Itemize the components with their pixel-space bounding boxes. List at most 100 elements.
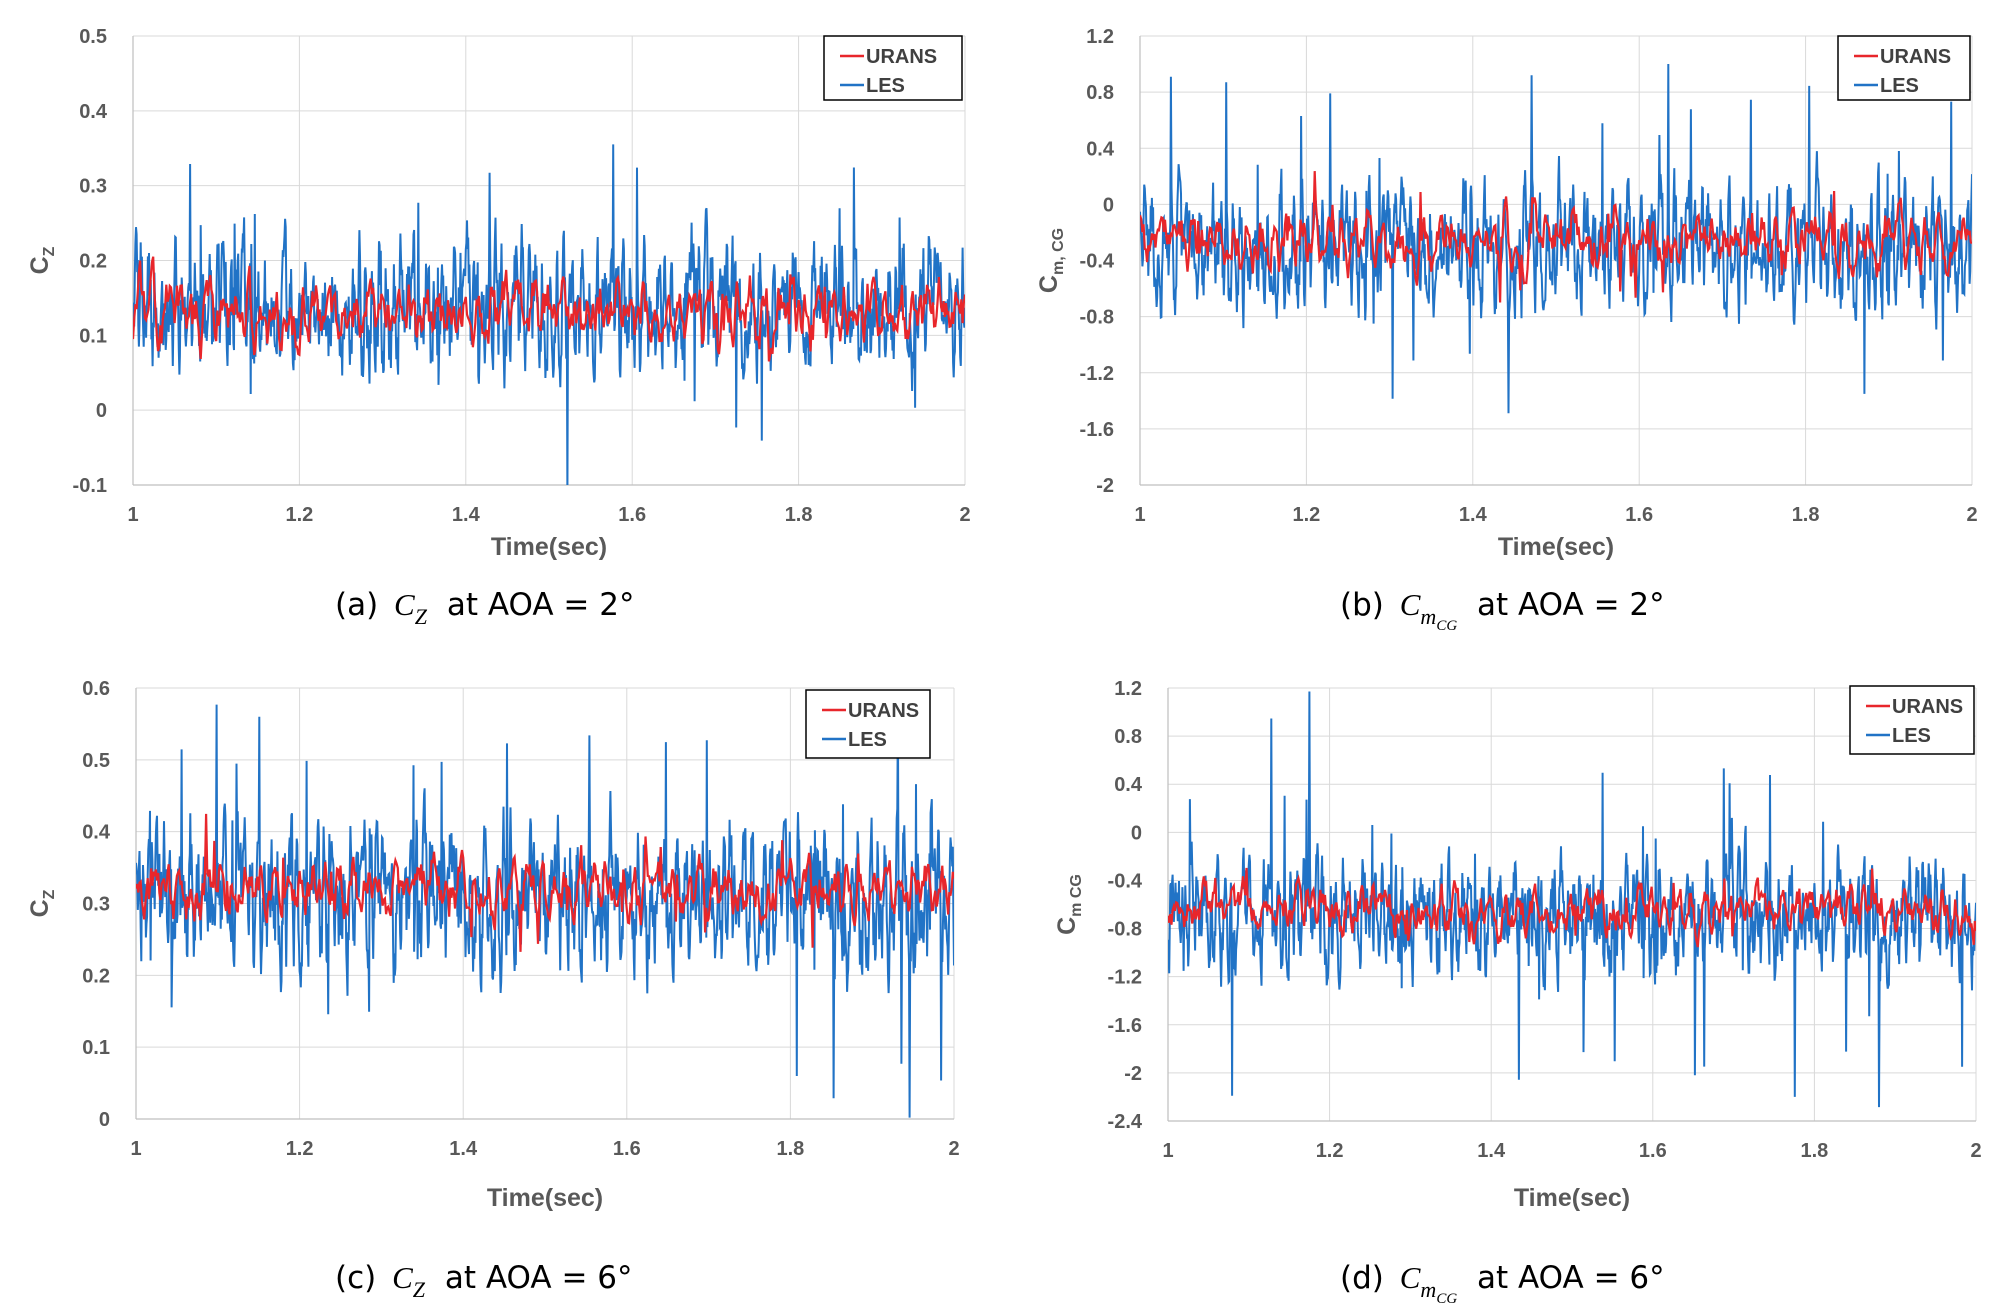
series-line-les — [136, 704, 954, 1118]
y-tick-label: -1.2 — [1108, 967, 1142, 989]
y-axis-label-sub: m, CG — [1050, 228, 1067, 275]
x-tick-label: 1.6 — [1625, 504, 1653, 526]
legend-label-les: LES — [1880, 75, 1919, 97]
y-tick-label: 0.8 — [1086, 82, 1114, 104]
x-tick-label: 1.4 — [1459, 504, 1488, 526]
legend: URANS LES — [805, 689, 931, 759]
x-tick-label: 1.8 — [1792, 504, 1820, 526]
x-tick-label: 1.6 — [613, 1138, 641, 1160]
x-tick-label: 1.2 — [286, 1138, 314, 1160]
x-tick-label: 1.8 — [1800, 1140, 1828, 1162]
x-tick-label: 1.8 — [776, 1138, 804, 1160]
x-tick-label: 1 — [1134, 504, 1145, 526]
caption-prefix: (b) — [1340, 587, 1394, 623]
x-tick-label: 1.4 — [1477, 1140, 1506, 1162]
y-axis-label: Cm CG — [1053, 874, 1085, 935]
y-tick-label: -2 — [1096, 475, 1114, 497]
y-axis-label-main: C — [1053, 917, 1081, 935]
y-tick-label: 0.8 — [1114, 726, 1142, 748]
x-axis-label: Time(sec) — [491, 533, 607, 561]
x-tick-label: 1.8 — [785, 504, 813, 526]
chart-panel-d: -2.4 -2 -1.6 -1.2 -0.8 -0.4 0 0.4 0.8 1.2 1 1.2 1.4 1… — [1053, 678, 1982, 1307]
y-axis-label-sub: Z — [41, 246, 58, 256]
caption-subscript: Z — [413, 1277, 426, 1302]
chart-panel-b: -2 -1.6 -1.2 -0.8 -0.4 0 0.4 0.8 1.2 1 1.2 1.4 1.6 1.… — [1035, 26, 1978, 634]
y-tick-label: -0.1 — [73, 475, 107, 497]
caption-subsubscript: CG — [1436, 1291, 1457, 1307]
legend: URANS LES — [1837, 35, 1971, 101]
x-tick-label: 2 — [1966, 504, 1977, 526]
caption-symbol: C — [1400, 1260, 1421, 1295]
legend-label-les: LES — [848, 729, 887, 751]
x-tick-label: 1.2 — [1292, 504, 1320, 526]
x-tick-label: 1.4 — [452, 504, 481, 526]
caption-suffix: at AOA = 2° — [1467, 587, 1665, 623]
caption-subsubscript: CG — [1436, 618, 1457, 634]
x-tick-label: 2 — [959, 504, 970, 526]
y-tick-label: 0 — [1131, 822, 1142, 844]
series-line-urans — [133, 256, 965, 362]
y-tick-label: 0.2 — [82, 965, 110, 987]
y-axis-label: Cm, CG — [1035, 228, 1067, 293]
y-tick-label: 0.1 — [79, 325, 107, 347]
gridlines — [1139, 35, 1973, 486]
legend: URANS LES — [1849, 685, 1975, 755]
y-axis-label-sub: m CG — [1068, 874, 1085, 917]
y-tick-label: 0.3 — [79, 176, 107, 198]
y-tick-label: -1.2 — [1080, 363, 1114, 385]
x-tick-label: 1 — [130, 1138, 141, 1160]
caption-symbol: C — [392, 1260, 413, 1295]
caption-subscript: Z — [415, 604, 428, 629]
y-tick-label: -0.4 — [1108, 870, 1143, 892]
legend-label-urans: URANS — [1880, 46, 1951, 68]
y-tick-label: 0 — [99, 1109, 110, 1131]
y-tick-label: -2 — [1124, 1063, 1142, 1085]
x-tick-label: 2 — [948, 1138, 959, 1160]
y-tick-label: -0.4 — [1080, 251, 1115, 273]
legend-label-les: LES — [866, 75, 905, 97]
legend-box — [805, 689, 931, 759]
y-tick-label: -0.8 — [1080, 307, 1114, 329]
caption: (c) CZ at AOA = 6° — [335, 1260, 633, 1302]
caption-symbol: C — [1400, 587, 1421, 622]
y-tick-label: 0.1 — [82, 1037, 110, 1059]
caption-subscript: m — [1420, 604, 1436, 629]
y-tick-label: 0 — [1103, 194, 1114, 216]
legend-box — [823, 35, 963, 101]
y-tick-label: 0.4 — [82, 822, 111, 844]
caption-suffix: at AOA = 6° — [435, 1260, 633, 1296]
caption-suffix: at AOA = 2° — [437, 587, 635, 623]
y-axis-label-main: C — [1035, 275, 1063, 293]
legend-label-les: LES — [1892, 725, 1931, 747]
series-line-urans — [1140, 171, 1972, 303]
y-tick-label: 1.2 — [1114, 678, 1142, 700]
x-tick-label: 1.2 — [1316, 1140, 1344, 1162]
x-axis-label: Time(sec) — [487, 1184, 603, 1212]
caption: (b) CmCG at AOA = 2° — [1340, 587, 1665, 634]
y-tick-label: 0.4 — [1086, 138, 1115, 160]
y-tick-label: -1.6 — [1080, 419, 1114, 441]
legend-box — [1849, 685, 1975, 755]
chart-panel-c: 0 0.1 0.2 0.3 0.4 0.5 0.6 1 1.2 1.4 1.6 1.8 2 Time(se… — [26, 678, 960, 1302]
y-tick-label: 0.5 — [79, 26, 107, 48]
series-line-urans — [136, 813, 954, 952]
y-tick-label: 0 — [96, 400, 107, 422]
x-tick-label: 1.4 — [449, 1138, 478, 1160]
y-tick-label: 0.2 — [79, 251, 107, 273]
x-tick-label: 1 — [1162, 1140, 1173, 1162]
caption-suffix: at AOA = 6° — [1467, 1260, 1665, 1296]
y-tick-label: 0.4 — [79, 101, 108, 123]
series-line-les — [1168, 691, 1976, 1108]
y-tick-label: 0.6 — [82, 678, 110, 700]
x-tick-label: 1.6 — [618, 504, 646, 526]
y-axis-label-main: C — [26, 256, 54, 274]
caption-prefix: (c) — [335, 1260, 386, 1296]
caption-subscript: m — [1420, 1277, 1436, 1302]
y-axis-label-main: C — [26, 899, 54, 917]
y-tick-label: -2.4 — [1108, 1111, 1143, 1133]
caption-prefix: (a) — [335, 587, 388, 623]
legend-label-urans: URANS — [866, 46, 937, 68]
caption-symbol: C — [394, 587, 415, 622]
legend-label-urans: URANS — [1892, 696, 1963, 718]
